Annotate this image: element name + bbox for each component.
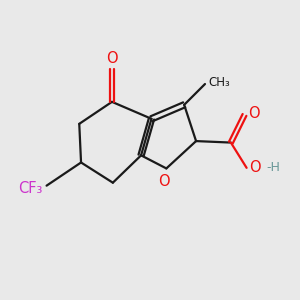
Text: O: O (248, 106, 260, 121)
Text: O: O (106, 51, 118, 66)
Text: O: O (250, 160, 261, 175)
Text: CH₃: CH₃ (208, 76, 230, 89)
Text: CF₃: CF₃ (19, 181, 43, 196)
Text: -H: -H (267, 161, 281, 174)
Text: O: O (158, 174, 170, 189)
